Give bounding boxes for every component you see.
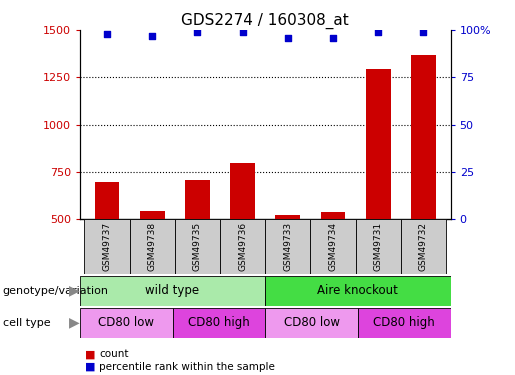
Point xyxy=(103,31,111,37)
Title: GDS2274 / 160308_at: GDS2274 / 160308_at xyxy=(181,12,349,28)
Text: GSM49737: GSM49737 xyxy=(102,222,111,271)
Text: wild type: wild type xyxy=(145,284,200,297)
Bar xyxy=(358,308,451,338)
Text: CD80 low: CD80 low xyxy=(98,316,154,329)
Text: ▶: ▶ xyxy=(70,284,80,298)
Text: GSM49732: GSM49732 xyxy=(419,222,428,271)
Text: percentile rank within the sample: percentile rank within the sample xyxy=(99,362,276,372)
Text: ■: ■ xyxy=(85,362,95,372)
Bar xyxy=(265,219,311,274)
Bar xyxy=(220,219,265,274)
Point xyxy=(148,33,156,39)
Text: GSM49738: GSM49738 xyxy=(148,222,157,271)
Point xyxy=(329,34,337,40)
Bar xyxy=(130,219,175,274)
Bar xyxy=(185,180,210,219)
Bar xyxy=(140,211,165,219)
Text: GSM49735: GSM49735 xyxy=(193,222,202,271)
Point xyxy=(193,29,201,35)
Bar xyxy=(321,212,346,219)
Text: count: count xyxy=(99,350,129,359)
Text: GSM49731: GSM49731 xyxy=(374,222,383,271)
Text: GSM49734: GSM49734 xyxy=(329,222,337,271)
Bar xyxy=(84,219,130,274)
Bar xyxy=(356,219,401,274)
Point xyxy=(419,29,427,35)
Point xyxy=(284,34,292,40)
Text: GSM49733: GSM49733 xyxy=(283,222,293,271)
Text: genotype/variation: genotype/variation xyxy=(3,286,109,296)
Bar xyxy=(366,69,391,219)
Bar xyxy=(230,163,255,219)
Bar xyxy=(175,219,220,274)
Bar xyxy=(173,308,265,338)
Bar xyxy=(95,182,119,219)
Bar xyxy=(80,276,265,306)
Text: CD80 high: CD80 high xyxy=(188,316,250,329)
Bar xyxy=(265,276,451,306)
Bar xyxy=(311,219,356,274)
Bar xyxy=(265,308,358,338)
Text: ■: ■ xyxy=(85,350,95,359)
Text: GSM49736: GSM49736 xyxy=(238,222,247,271)
Point xyxy=(238,29,247,35)
Text: cell type: cell type xyxy=(3,318,50,327)
Bar xyxy=(401,219,446,274)
Text: ▶: ▶ xyxy=(70,315,80,330)
Bar xyxy=(276,214,300,219)
Text: CD80 low: CD80 low xyxy=(284,316,339,329)
Bar xyxy=(411,55,436,219)
Text: CD80 high: CD80 high xyxy=(373,316,435,329)
Text: Aire knockout: Aire knockout xyxy=(317,284,399,297)
Point xyxy=(374,29,383,35)
Bar xyxy=(80,308,173,338)
